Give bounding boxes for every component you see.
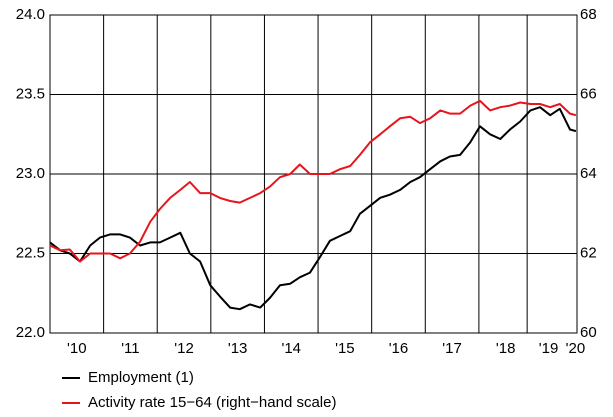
y2-tick-label: 62 bbox=[580, 244, 597, 261]
x-tick-label: '19 bbox=[539, 340, 559, 357]
x-tick-label: '13 bbox=[228, 340, 248, 357]
x-tick-label: '18 bbox=[496, 340, 516, 357]
x-tick-label: '16 bbox=[389, 340, 409, 357]
y-tick-label: 22.0 bbox=[16, 324, 45, 341]
y2-tick-label: 60 bbox=[580, 324, 597, 341]
y2-tick-label: 64 bbox=[580, 165, 597, 182]
series-line bbox=[49, 99, 577, 263]
x-tick-label: '14 bbox=[281, 340, 301, 357]
x-tick-label: '15 bbox=[335, 340, 355, 357]
legend-label: Employment (1) bbox=[88, 369, 194, 386]
x-tick-label: '20 bbox=[566, 340, 586, 357]
y2-tick-label: 66 bbox=[580, 85, 597, 102]
series-line bbox=[49, 106, 577, 311]
y-tick-label: 23.0 bbox=[16, 165, 45, 182]
x-tick-label: '11 bbox=[121, 340, 139, 357]
x-tick-label: '12 bbox=[174, 340, 194, 357]
x-tick-label: '10 bbox=[67, 340, 87, 357]
legend-label: Activity rate 15−64 (right−hand scale) bbox=[88, 394, 336, 411]
y2-tick-label: 68 bbox=[580, 6, 597, 23]
y-tick-label: 22.5 bbox=[16, 244, 45, 261]
y-tick-label: 24.0 bbox=[16, 6, 45, 23]
y-tick-label: 23.5 bbox=[16, 85, 45, 102]
x-tick-label: '17 bbox=[442, 340, 462, 357]
